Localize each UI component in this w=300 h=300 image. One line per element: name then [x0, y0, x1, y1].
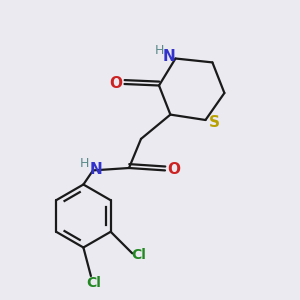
Text: Cl: Cl	[86, 276, 101, 289]
Text: S: S	[208, 115, 219, 130]
Text: O: O	[167, 162, 180, 177]
Text: Cl: Cl	[131, 248, 146, 262]
Text: O: O	[109, 76, 122, 91]
Text: N: N	[90, 162, 102, 177]
Text: H: H	[80, 157, 89, 170]
Text: N: N	[163, 49, 175, 64]
Text: H: H	[154, 44, 164, 58]
